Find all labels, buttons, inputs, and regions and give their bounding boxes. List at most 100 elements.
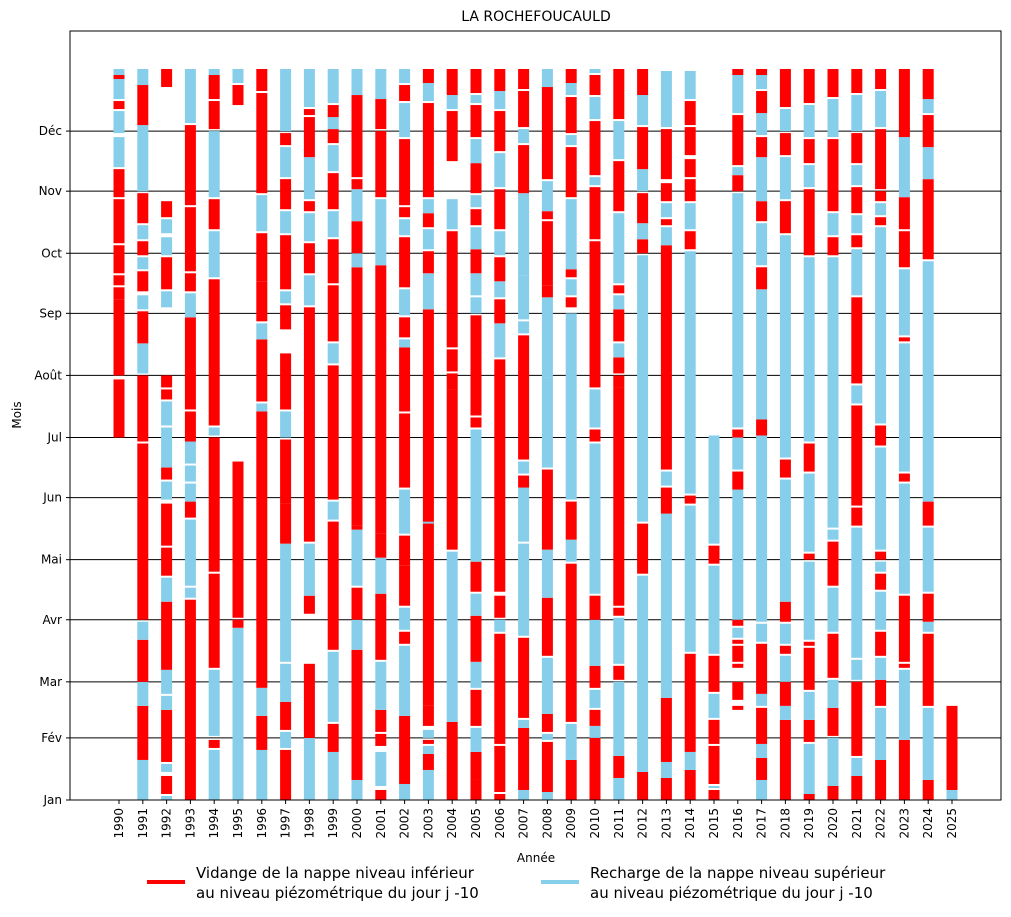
bar-segment [708, 565, 720, 654]
bar-segment [327, 751, 339, 800]
bar-segment [779, 705, 791, 720]
bar-segment [375, 709, 387, 732]
bar-segment [137, 257, 149, 270]
bar-segment [637, 223, 649, 240]
bar-segment [494, 91, 506, 110]
bar-segment [565, 83, 577, 96]
bar-segment [851, 165, 863, 186]
bar-segment [922, 593, 934, 622]
bar-segment [470, 195, 482, 208]
bar-segment [851, 133, 863, 164]
bar-segment [660, 777, 672, 800]
y-tick-label: Avr [42, 613, 62, 627]
bar-2018 [779, 69, 791, 800]
bar-segment [208, 199, 220, 230]
bar-segment [922, 501, 934, 526]
bar-segment [399, 413, 411, 488]
bar-2000 [351, 69, 363, 800]
bar-segment [875, 217, 887, 226]
bar-segment [256, 687, 268, 716]
bar-segment [161, 577, 173, 602]
bar-segment [161, 257, 173, 290]
bar-segment [351, 529, 363, 586]
bar-segment [756, 223, 768, 266]
y-tick-label: Déc [39, 124, 62, 138]
bar-segment [922, 115, 934, 148]
bar-segment [565, 501, 577, 540]
bar-segment [518, 789, 530, 800]
bar-segment [660, 129, 672, 180]
bar-segment [779, 655, 791, 682]
bar-segment [565, 759, 577, 800]
bar-segment [280, 179, 292, 210]
bar-segment [827, 139, 839, 212]
bar-1998 [303, 69, 315, 800]
x-tick-label: 2019 [802, 808, 816, 839]
bar-segment [280, 211, 292, 234]
bar-segment [875, 591, 887, 630]
bar-segment [422, 213, 434, 228]
x-tick-label: 1994 [207, 808, 221, 839]
x-tick-label: 2017 [755, 808, 769, 839]
bar-segment [470, 139, 482, 164]
bar-segment [708, 435, 720, 544]
bar-segment [232, 69, 244, 84]
bar-segment [875, 425, 887, 446]
bar-segment [684, 179, 696, 202]
bar-segment [541, 549, 553, 598]
bar-1991 [137, 69, 149, 800]
bar-segment [137, 343, 149, 374]
bar-segment [756, 157, 768, 202]
bar-segment [470, 273, 482, 296]
bar-segment [232, 627, 244, 800]
bar-segment [518, 321, 530, 334]
bar-segment [827, 237, 839, 256]
bar-segment [280, 147, 292, 178]
bar-segment [684, 751, 696, 770]
bar-segment [280, 731, 292, 748]
bar-segment [446, 111, 458, 162]
bar-segment [827, 541, 839, 586]
bar-segment [827, 213, 839, 236]
bar-1996 [256, 69, 268, 800]
bar-segment [184, 519, 196, 586]
bar-segment [470, 661, 482, 688]
bar-segment [351, 95, 363, 178]
bar-segment [494, 619, 506, 632]
bar-segment [446, 231, 458, 314]
bar-segment [184, 465, 196, 482]
bar-segment [470, 751, 482, 780]
bar-segment [184, 293, 196, 318]
bar-segment [756, 707, 768, 744]
bar-segment [399, 139, 411, 206]
bar-segment [113, 137, 125, 168]
bar-segment [732, 69, 744, 76]
bar-segment [446, 349, 458, 372]
bar-segment [589, 187, 601, 240]
bar-2004 [446, 69, 458, 800]
bar-segment [803, 691, 815, 720]
bar-segment [756, 419, 768, 436]
bar-segment [184, 207, 196, 272]
bar-segment [280, 353, 292, 410]
bar-segment [708, 693, 720, 718]
bar-segment [613, 357, 625, 374]
bar-segment [732, 645, 744, 662]
bar-segment [518, 727, 530, 790]
bar-segment [565, 97, 577, 134]
bar-segment [684, 653, 696, 752]
bar-segment [113, 169, 125, 198]
bar-segment [399, 715, 411, 784]
bar-segment [280, 291, 292, 304]
bar-segment [422, 521, 434, 706]
bar-segment [708, 745, 720, 784]
x-tick-label: 2013 [659, 808, 673, 839]
bar-segment [684, 71, 696, 100]
bar-segment [684, 159, 696, 178]
bar-segment [875, 203, 887, 216]
x-tick-label: 2010 [588, 808, 602, 839]
bar-segment [399, 645, 411, 716]
bar-2017 [756, 69, 768, 800]
bar-segment [351, 189, 363, 222]
bar-segment [137, 759, 149, 800]
